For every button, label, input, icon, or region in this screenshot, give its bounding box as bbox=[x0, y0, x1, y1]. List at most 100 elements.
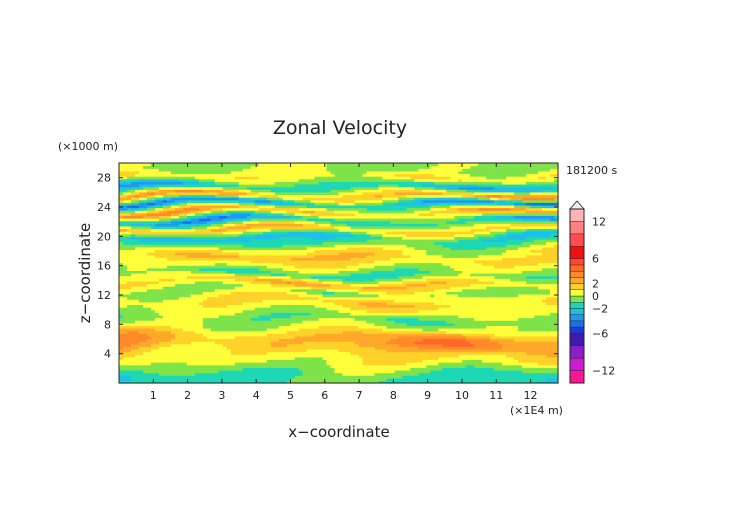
heatmap-cell bbox=[254, 330, 260, 334]
heatmap-cell bbox=[250, 328, 256, 332]
heatmap-cell bbox=[278, 304, 284, 308]
heatmap-cell bbox=[406, 380, 411, 384]
heatmap-cell bbox=[230, 322, 236, 326]
heatmap-cell bbox=[318, 362, 324, 366]
heatmap-cell bbox=[406, 322, 411, 326]
heatmap-cell bbox=[486, 307, 491, 311]
heatmap-cell bbox=[502, 320, 507, 324]
heatmap-cell bbox=[330, 351, 336, 355]
heatmap-cell bbox=[370, 278, 376, 282]
heatmap-cell bbox=[538, 333, 543, 337]
heatmap-cell bbox=[274, 299, 280, 303]
heatmap-cell bbox=[478, 367, 483, 371]
heatmap-cell bbox=[346, 278, 352, 282]
heatmap-cell bbox=[242, 333, 248, 337]
heatmap-cell bbox=[334, 307, 340, 311]
heatmap-cell bbox=[230, 296, 236, 300]
heatmap-cell bbox=[174, 317, 180, 321]
heatmap-cell bbox=[178, 330, 184, 334]
heatmap-cell bbox=[326, 328, 332, 332]
heatmap-cell bbox=[334, 291, 340, 295]
heatmap-cell bbox=[546, 307, 551, 311]
heatmap-cell bbox=[126, 317, 132, 321]
heatmap-cell bbox=[358, 356, 364, 361]
heatmap-cell bbox=[254, 317, 260, 321]
heatmap-cell bbox=[330, 364, 336, 368]
heatmap-cell bbox=[218, 348, 224, 353]
heatmap-cell bbox=[294, 280, 300, 285]
heatmap-cell bbox=[298, 293, 304, 298]
heatmap-cell bbox=[498, 375, 503, 379]
heatmap-cell bbox=[382, 328, 387, 332]
heatmap-cell bbox=[362, 372, 368, 376]
heatmap-cell bbox=[194, 278, 200, 282]
heatmap-cell bbox=[478, 343, 483, 347]
heatmap-cell bbox=[242, 375, 248, 379]
heatmap-cell bbox=[390, 296, 395, 300]
heatmap-cell bbox=[238, 325, 244, 329]
heatmap-cell bbox=[538, 338, 543, 342]
heatmap-cell bbox=[446, 320, 451, 324]
heatmap-cell bbox=[226, 369, 232, 374]
heatmap-cell bbox=[402, 301, 407, 306]
heatmap-cell bbox=[122, 293, 128, 298]
heatmap-cell bbox=[422, 380, 427, 384]
heatmap-cell bbox=[550, 299, 555, 303]
heatmap-cell bbox=[178, 288, 184, 292]
heatmap-cell bbox=[214, 377, 220, 381]
heatmap-cell bbox=[302, 270, 308, 274]
heatmap-cell bbox=[410, 291, 415, 295]
heatmap-cell bbox=[310, 273, 316, 277]
heatmap-cell bbox=[414, 359, 419, 363]
heatmap-cell bbox=[490, 330, 495, 334]
heatmap-cell bbox=[466, 351, 471, 355]
heatmap-cell bbox=[446, 362, 451, 366]
heatmap-cell bbox=[554, 348, 559, 353]
heatmap-cell bbox=[150, 348, 156, 353]
heatmap-cell bbox=[298, 369, 304, 374]
heatmap-cell bbox=[326, 309, 332, 313]
heatmap-cell bbox=[446, 275, 451, 279]
heatmap-cell bbox=[366, 307, 372, 311]
heatmap-cell bbox=[378, 286, 383, 290]
heatmap-cell bbox=[134, 312, 140, 316]
heatmap-cell bbox=[234, 296, 240, 300]
heatmap-cell bbox=[402, 362, 407, 366]
heatmap-cell bbox=[418, 275, 423, 279]
heatmap-cell bbox=[250, 346, 256, 350]
heatmap-cell bbox=[290, 278, 296, 282]
heatmap-cell bbox=[430, 322, 435, 326]
heatmap-cell bbox=[526, 338, 531, 342]
heatmap-cell bbox=[226, 338, 232, 342]
heatmap-cell bbox=[198, 348, 204, 353]
heatmap-cell bbox=[362, 309, 368, 313]
heatmap-cell bbox=[550, 377, 555, 381]
heatmap-cell bbox=[414, 291, 419, 295]
heatmap-cell bbox=[546, 328, 551, 332]
heatmap-cell bbox=[310, 309, 316, 313]
heatmap-cell bbox=[266, 375, 272, 379]
heatmap-cell bbox=[174, 320, 180, 324]
heatmap-cell bbox=[382, 317, 387, 321]
heatmap-cell bbox=[358, 270, 364, 274]
heatmap-cell bbox=[330, 309, 336, 313]
heatmap-cell bbox=[326, 320, 332, 324]
heatmap-cell bbox=[318, 320, 324, 324]
heatmap-cell bbox=[298, 304, 304, 308]
heatmap-cell bbox=[438, 372, 443, 376]
heatmap-cell bbox=[458, 299, 463, 303]
heatmap-cell bbox=[282, 312, 288, 316]
heatmap-cell bbox=[174, 275, 180, 279]
heatmap-cell bbox=[374, 322, 380, 326]
heatmap-cell bbox=[538, 296, 543, 300]
heatmap-cell bbox=[410, 325, 415, 329]
heatmap-cell bbox=[134, 369, 140, 374]
heatmap-cell bbox=[194, 317, 200, 321]
heatmap-cell bbox=[246, 351, 252, 355]
heatmap-cell bbox=[342, 312, 348, 316]
heatmap-cell bbox=[386, 335, 391, 340]
heatmap-cell bbox=[522, 278, 527, 282]
heatmap-cell bbox=[350, 348, 356, 353]
heatmap-cell bbox=[222, 325, 228, 329]
heatmap-cell bbox=[154, 341, 160, 345]
